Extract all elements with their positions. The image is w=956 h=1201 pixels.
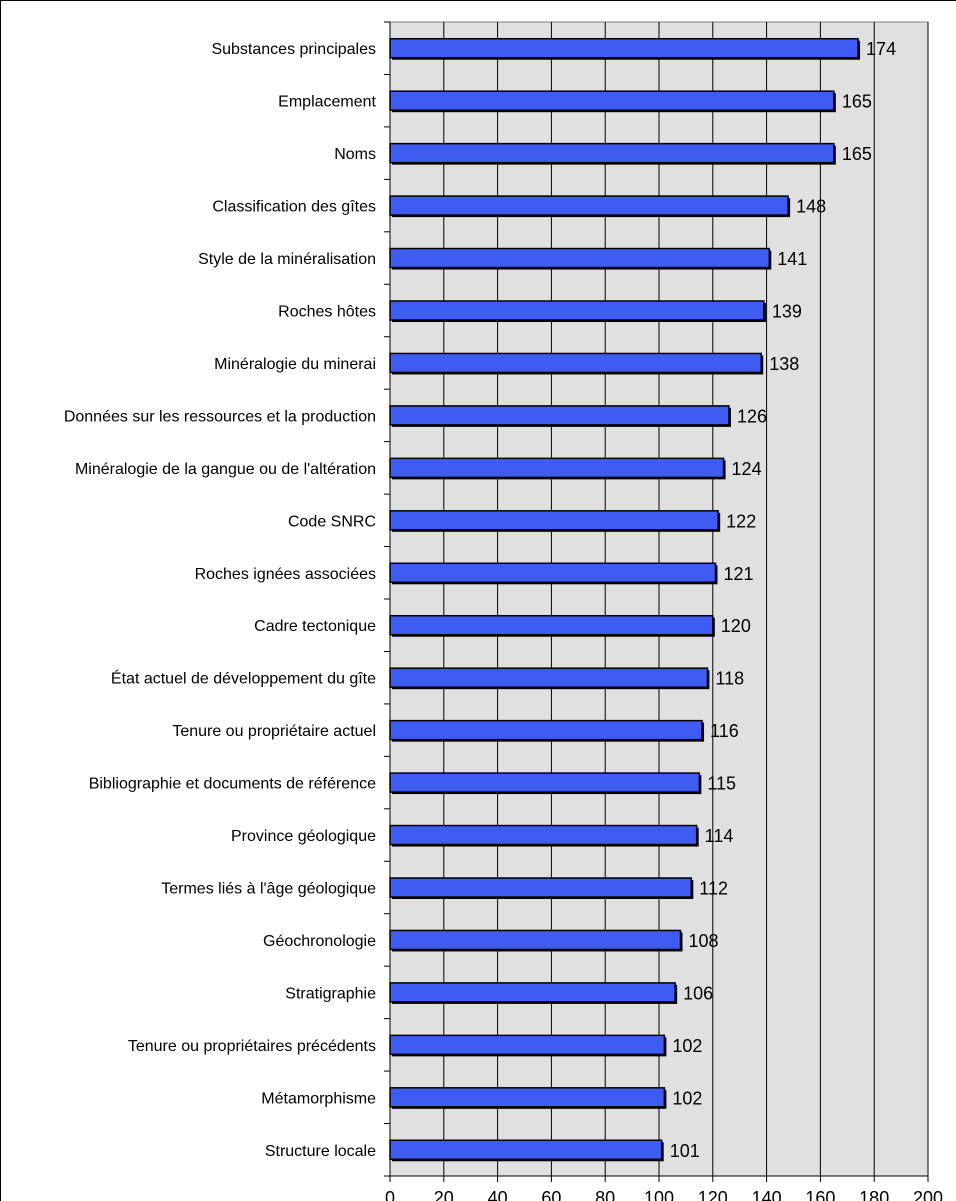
category-label: Style de la minéralisation xyxy=(198,251,376,268)
category-label: Structure locale xyxy=(265,1143,376,1160)
bars xyxy=(389,37,861,1162)
bar xyxy=(389,405,730,426)
x-tick-labels: 0 20 40 60 80 100 120 140 160 180 200 xyxy=(385,1188,943,1201)
category-label: Métamorphisme xyxy=(261,1090,376,1107)
category-label: Minéralogie de la gangue ou de l'altérat… xyxy=(75,461,376,478)
bar xyxy=(389,300,765,321)
data-label: 141 xyxy=(777,249,807,269)
category-labels: Substances principales Emplacement Noms Cla… xyxy=(64,41,377,1160)
bar xyxy=(389,195,789,216)
bar xyxy=(389,772,701,793)
data-label: 112 xyxy=(699,879,728,899)
data-label: 115 xyxy=(707,774,736,794)
category-label: Tenure ou propriétaires précédents xyxy=(128,1038,376,1055)
axes xyxy=(384,21,929,1182)
x-tick-label: 180 xyxy=(859,1188,889,1201)
bar xyxy=(389,929,682,951)
category-label: Emplacement xyxy=(278,94,376,111)
data-label: 102 xyxy=(672,1088,702,1108)
x-tick-label: 120 xyxy=(698,1188,728,1201)
category-label: État actuel de développement du gîte xyxy=(111,669,376,688)
x-tick-label: 0 xyxy=(385,1188,395,1201)
x-tick-label: 160 xyxy=(805,1188,835,1201)
bar xyxy=(389,37,859,59)
category-label: Classification des gîtes xyxy=(212,199,376,216)
category-label: Minéralogie du minerai xyxy=(214,356,376,373)
bar xyxy=(389,877,693,898)
data-label: 108 xyxy=(689,931,719,951)
bar xyxy=(389,667,709,688)
bar xyxy=(389,1034,666,1056)
data-label: 102 xyxy=(672,1036,702,1056)
x-tick-label: 40 xyxy=(488,1188,508,1201)
data-label: 165 xyxy=(842,144,872,164)
bar xyxy=(389,719,703,741)
x-tick-label: 80 xyxy=(595,1188,615,1201)
bar xyxy=(389,614,714,636)
value-labels: 174 165 165 148 141 139 138 126 124 122 121 120 118 1… xyxy=(670,39,896,1161)
x-tick-label: 200 xyxy=(913,1188,943,1201)
bar xyxy=(389,1087,666,1108)
data-label: 124 xyxy=(732,459,762,479)
bar xyxy=(389,982,676,1003)
bar xyxy=(389,90,835,111)
data-label: 122 xyxy=(726,511,756,531)
category-label: Roches hôtes xyxy=(278,304,376,321)
data-label: 114 xyxy=(705,826,734,846)
bar xyxy=(389,1139,663,1161)
category-label: Termes liés à l'âge géologique xyxy=(161,881,376,898)
bar xyxy=(389,824,698,846)
data-label: 120 xyxy=(721,616,751,636)
data-label: 101 xyxy=(670,1141,700,1161)
data-label: 121 xyxy=(723,564,753,584)
x-tick-label: 60 xyxy=(541,1188,561,1201)
category-label: Géochronologie xyxy=(263,933,376,950)
category-label: Cadre tectonique xyxy=(254,618,376,635)
category-label: Bibliographie et documents de référence xyxy=(89,776,376,793)
category-label: Données sur les ressources et la product… xyxy=(64,408,376,425)
data-label: 139 xyxy=(772,302,802,322)
category-label: Substances principales xyxy=(211,41,376,58)
data-label: 174 xyxy=(866,39,896,59)
bar xyxy=(389,510,719,531)
x-tick-label: 140 xyxy=(752,1188,782,1201)
data-label: 165 xyxy=(842,92,872,112)
data-label: 118 xyxy=(715,669,744,689)
category-label: Noms xyxy=(334,146,376,163)
category-label: Code SNRC xyxy=(288,513,376,530)
bar xyxy=(389,352,762,374)
category-label: Stratigraphie xyxy=(285,985,376,1002)
data-label: 106 xyxy=(683,983,713,1003)
category-label: Tenure ou propriétaire actuel xyxy=(172,723,376,740)
data-label: 116 xyxy=(710,721,739,741)
bar xyxy=(389,142,835,164)
data-label: 148 xyxy=(796,197,826,217)
category-label: Province géologique xyxy=(231,828,376,845)
x-tick-label: 20 xyxy=(434,1188,454,1201)
data-label: 126 xyxy=(737,406,767,426)
x-tick-label: 100 xyxy=(644,1188,674,1201)
data-label: 138 xyxy=(769,354,799,374)
bar xyxy=(389,562,717,584)
bar xyxy=(389,247,771,269)
category-label: Roches ignées associées xyxy=(195,566,376,583)
bar xyxy=(389,457,725,479)
